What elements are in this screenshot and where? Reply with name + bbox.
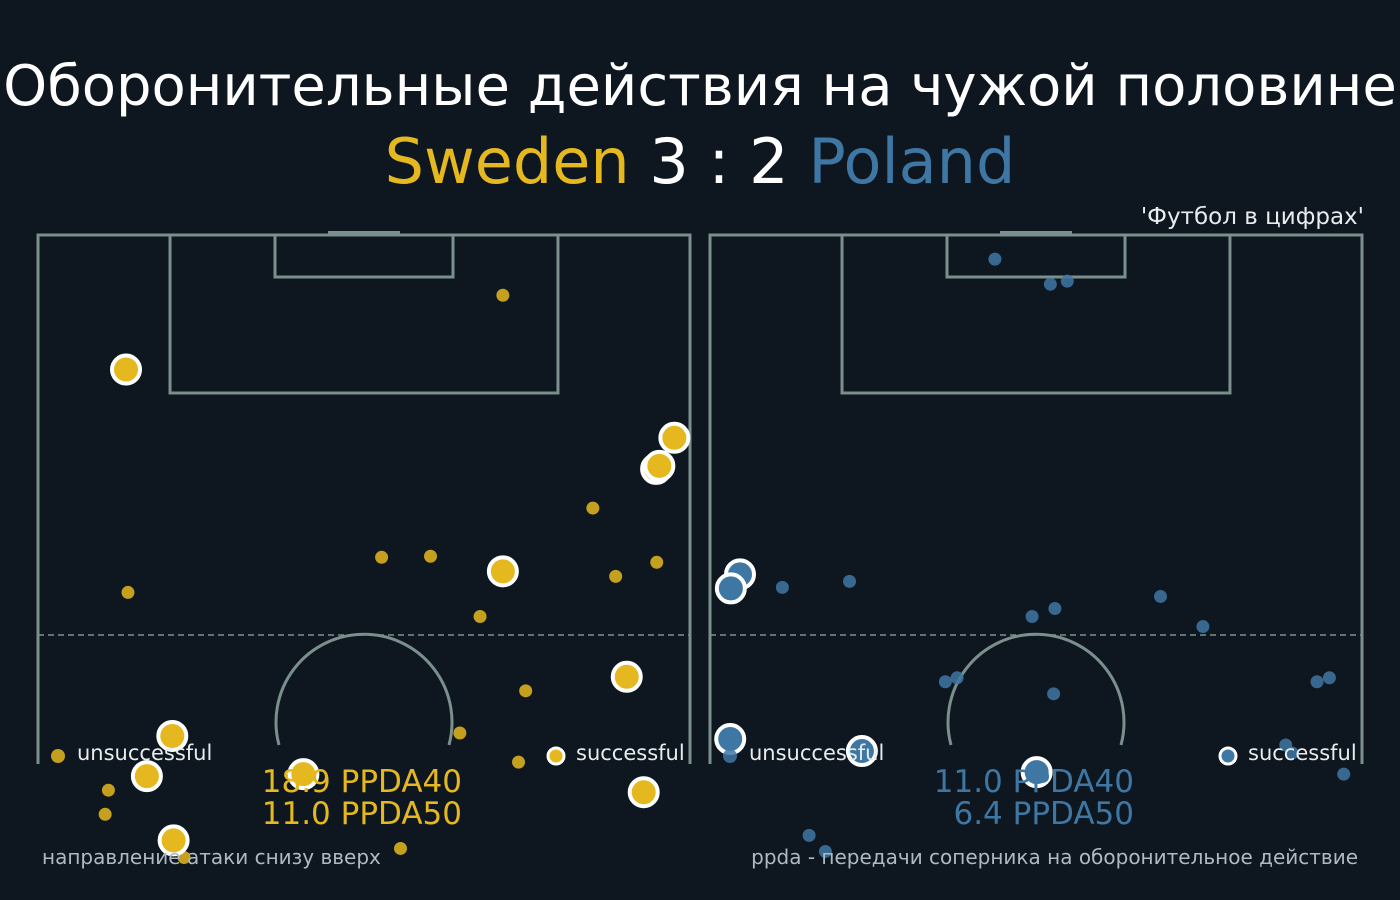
unsuccessful-action-point bbox=[496, 288, 510, 302]
successful-action-point bbox=[110, 353, 143, 386]
unsuccessful-action-point bbox=[424, 549, 438, 563]
successful-action-point bbox=[714, 572, 747, 605]
unsuccessful-action-point bbox=[394, 841, 408, 855]
source-credit: 'Футбол в цифрах' bbox=[1140, 204, 1364, 230]
chart-title: Оборонительные действия на чужой половин… bbox=[3, 54, 1397, 119]
legend-successful-marker bbox=[546, 746, 566, 766]
unsuccessful-action-point bbox=[121, 585, 135, 599]
legend-unsuccessful-marker bbox=[51, 749, 65, 763]
successful-action-point bbox=[1020, 756, 1053, 789]
unsuccessful-action-point bbox=[650, 555, 664, 569]
unsuccessful-action-point bbox=[98, 807, 112, 821]
unsuccessful-action-point bbox=[1047, 687, 1061, 701]
unsuccessful-action-point bbox=[453, 726, 467, 740]
unsuccessful-action-point bbox=[988, 252, 1002, 266]
match-score-line: Sweden 3 : 2 Poland bbox=[0, 126, 1400, 198]
successful-action-point bbox=[658, 421, 691, 454]
unsuccessful-action-point bbox=[609, 569, 623, 583]
penalty-box bbox=[168, 233, 560, 395]
penalty-box bbox=[840, 233, 1232, 395]
legend-successful-label: successful bbox=[1248, 741, 1357, 765]
unsuccessful-action-point bbox=[519, 684, 533, 698]
legend-successful-label: successful bbox=[576, 741, 685, 765]
centre-circle bbox=[274, 632, 454, 746]
unsuccessful-action-point bbox=[473, 610, 487, 624]
six-yard-box bbox=[273, 233, 455, 279]
successful-action-point bbox=[714, 723, 747, 756]
successful-action-point bbox=[845, 735, 878, 768]
ppda-value: 18.9 PPDA40 bbox=[262, 764, 462, 800]
unsuccessful-action-point bbox=[1196, 620, 1210, 634]
attack-direction-note: направление атаки снизу вверх bbox=[42, 845, 381, 869]
pitch-outline bbox=[708, 233, 1364, 764]
unsuccessful-action-point bbox=[512, 755, 526, 769]
ppda-value: 6.4 PPDA50 bbox=[953, 796, 1134, 832]
unsuccessful-action-point bbox=[1060, 274, 1074, 288]
unsuccessful-action-point bbox=[586, 501, 600, 515]
score: 3 : 2 bbox=[649, 125, 789, 198]
unsuccessful-action-point bbox=[818, 844, 832, 858]
successful-action-point bbox=[627, 776, 660, 809]
unsuccessful-action-point bbox=[802, 828, 816, 842]
successful-action-point bbox=[130, 760, 163, 793]
unsuccessful-action-point bbox=[1310, 675, 1324, 689]
legend-unsuccessful-label: unsuccessful bbox=[749, 741, 884, 765]
unsuccessful-action-point bbox=[1337, 767, 1351, 781]
ppda-value: 11.0 PPDA50 bbox=[262, 796, 462, 832]
successful-action-point bbox=[610, 660, 643, 693]
home-team-name: Sweden bbox=[384, 125, 630, 198]
six-yard-box bbox=[945, 233, 1127, 279]
successful-action-point bbox=[156, 719, 189, 752]
centre-circle bbox=[946, 632, 1126, 746]
successful-action-point bbox=[486, 555, 519, 588]
unsuccessful-action-point bbox=[1025, 610, 1039, 624]
unsuccessful-action-point bbox=[775, 580, 789, 594]
unsuccessful-action-point bbox=[1048, 601, 1062, 615]
legend-successful-marker bbox=[1218, 746, 1238, 766]
ppda-definition-note: ppda - передачи соперника на оборонитель… bbox=[751, 845, 1358, 869]
unsuccessful-action-point bbox=[950, 671, 964, 685]
legend-unsuccessful-label: unsuccessful bbox=[77, 741, 212, 765]
successful-action-point bbox=[287, 758, 320, 791]
successful-action-point bbox=[643, 449, 676, 482]
unsuccessful-action-point bbox=[1154, 589, 1168, 603]
away-team-name: Poland bbox=[808, 125, 1016, 198]
unsuccessful-action-point bbox=[938, 675, 952, 689]
legend-unsuccessful-marker bbox=[723, 749, 737, 763]
unsuccessful-action-point bbox=[843, 574, 857, 588]
unsuccessful-action-point bbox=[1043, 277, 1057, 291]
unsuccessful-action-point bbox=[1285, 746, 1299, 760]
ppda-value: 11.0 PPDA40 bbox=[934, 764, 1134, 800]
unsuccessful-action-point bbox=[1322, 671, 1336, 685]
unsuccessful-action-point bbox=[101, 783, 115, 797]
successful-action-point bbox=[157, 824, 190, 857]
unsuccessful-action-point bbox=[375, 550, 389, 564]
pitch-outline bbox=[36, 233, 692, 764]
